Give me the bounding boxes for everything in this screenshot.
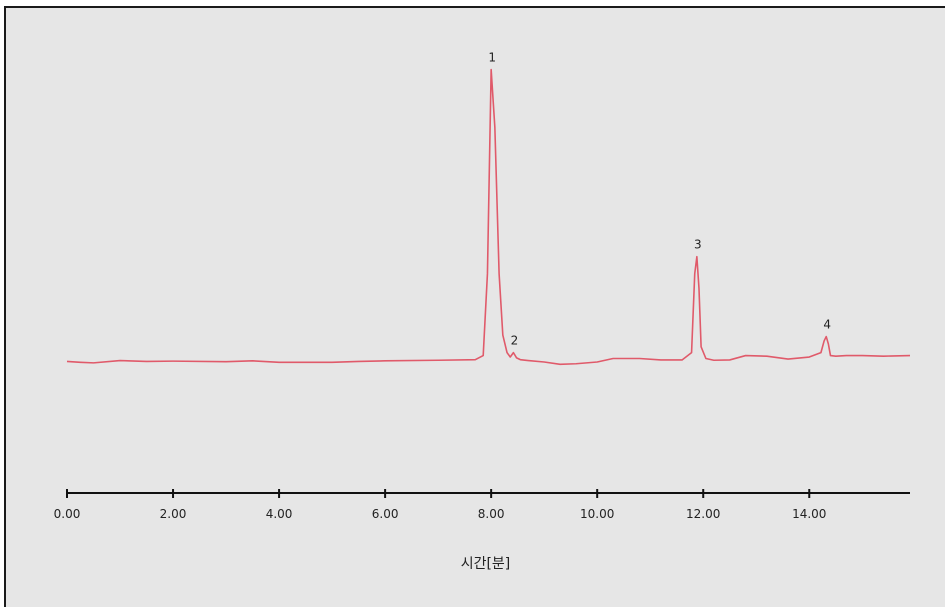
peak-annotations: 1 2 3 4	[488, 51, 831, 348]
plot-layer	[66, 68, 911, 366]
chart-frame	[4, 6, 945, 607]
x-tick-label: 12.00	[686, 507, 720, 521]
peak-label-1: 1	[488, 51, 496, 65]
x-tick-label: 4.00	[266, 507, 293, 521]
x-tick-label: 8.00	[478, 507, 505, 521]
x-tick-label: 14.00	[792, 507, 826, 521]
peak-label-3: 3	[694, 238, 702, 252]
peak-label-2: 2	[511, 334, 519, 348]
x-tick-label: 0.00	[54, 507, 81, 521]
peak-label-4: 4	[823, 318, 831, 332]
x-tick-label: 2.00	[160, 507, 187, 521]
x-tick-label: 6.00	[372, 507, 399, 521]
x-tick-label: 10.00	[580, 507, 614, 521]
x-axis: 0.00 2.00 4.00 6.00 8.00 10.00 12.00 14.00	[54, 489, 910, 521]
x-axis-title: 시간[분]	[461, 556, 511, 572]
series-line-0	[66, 68, 911, 366]
